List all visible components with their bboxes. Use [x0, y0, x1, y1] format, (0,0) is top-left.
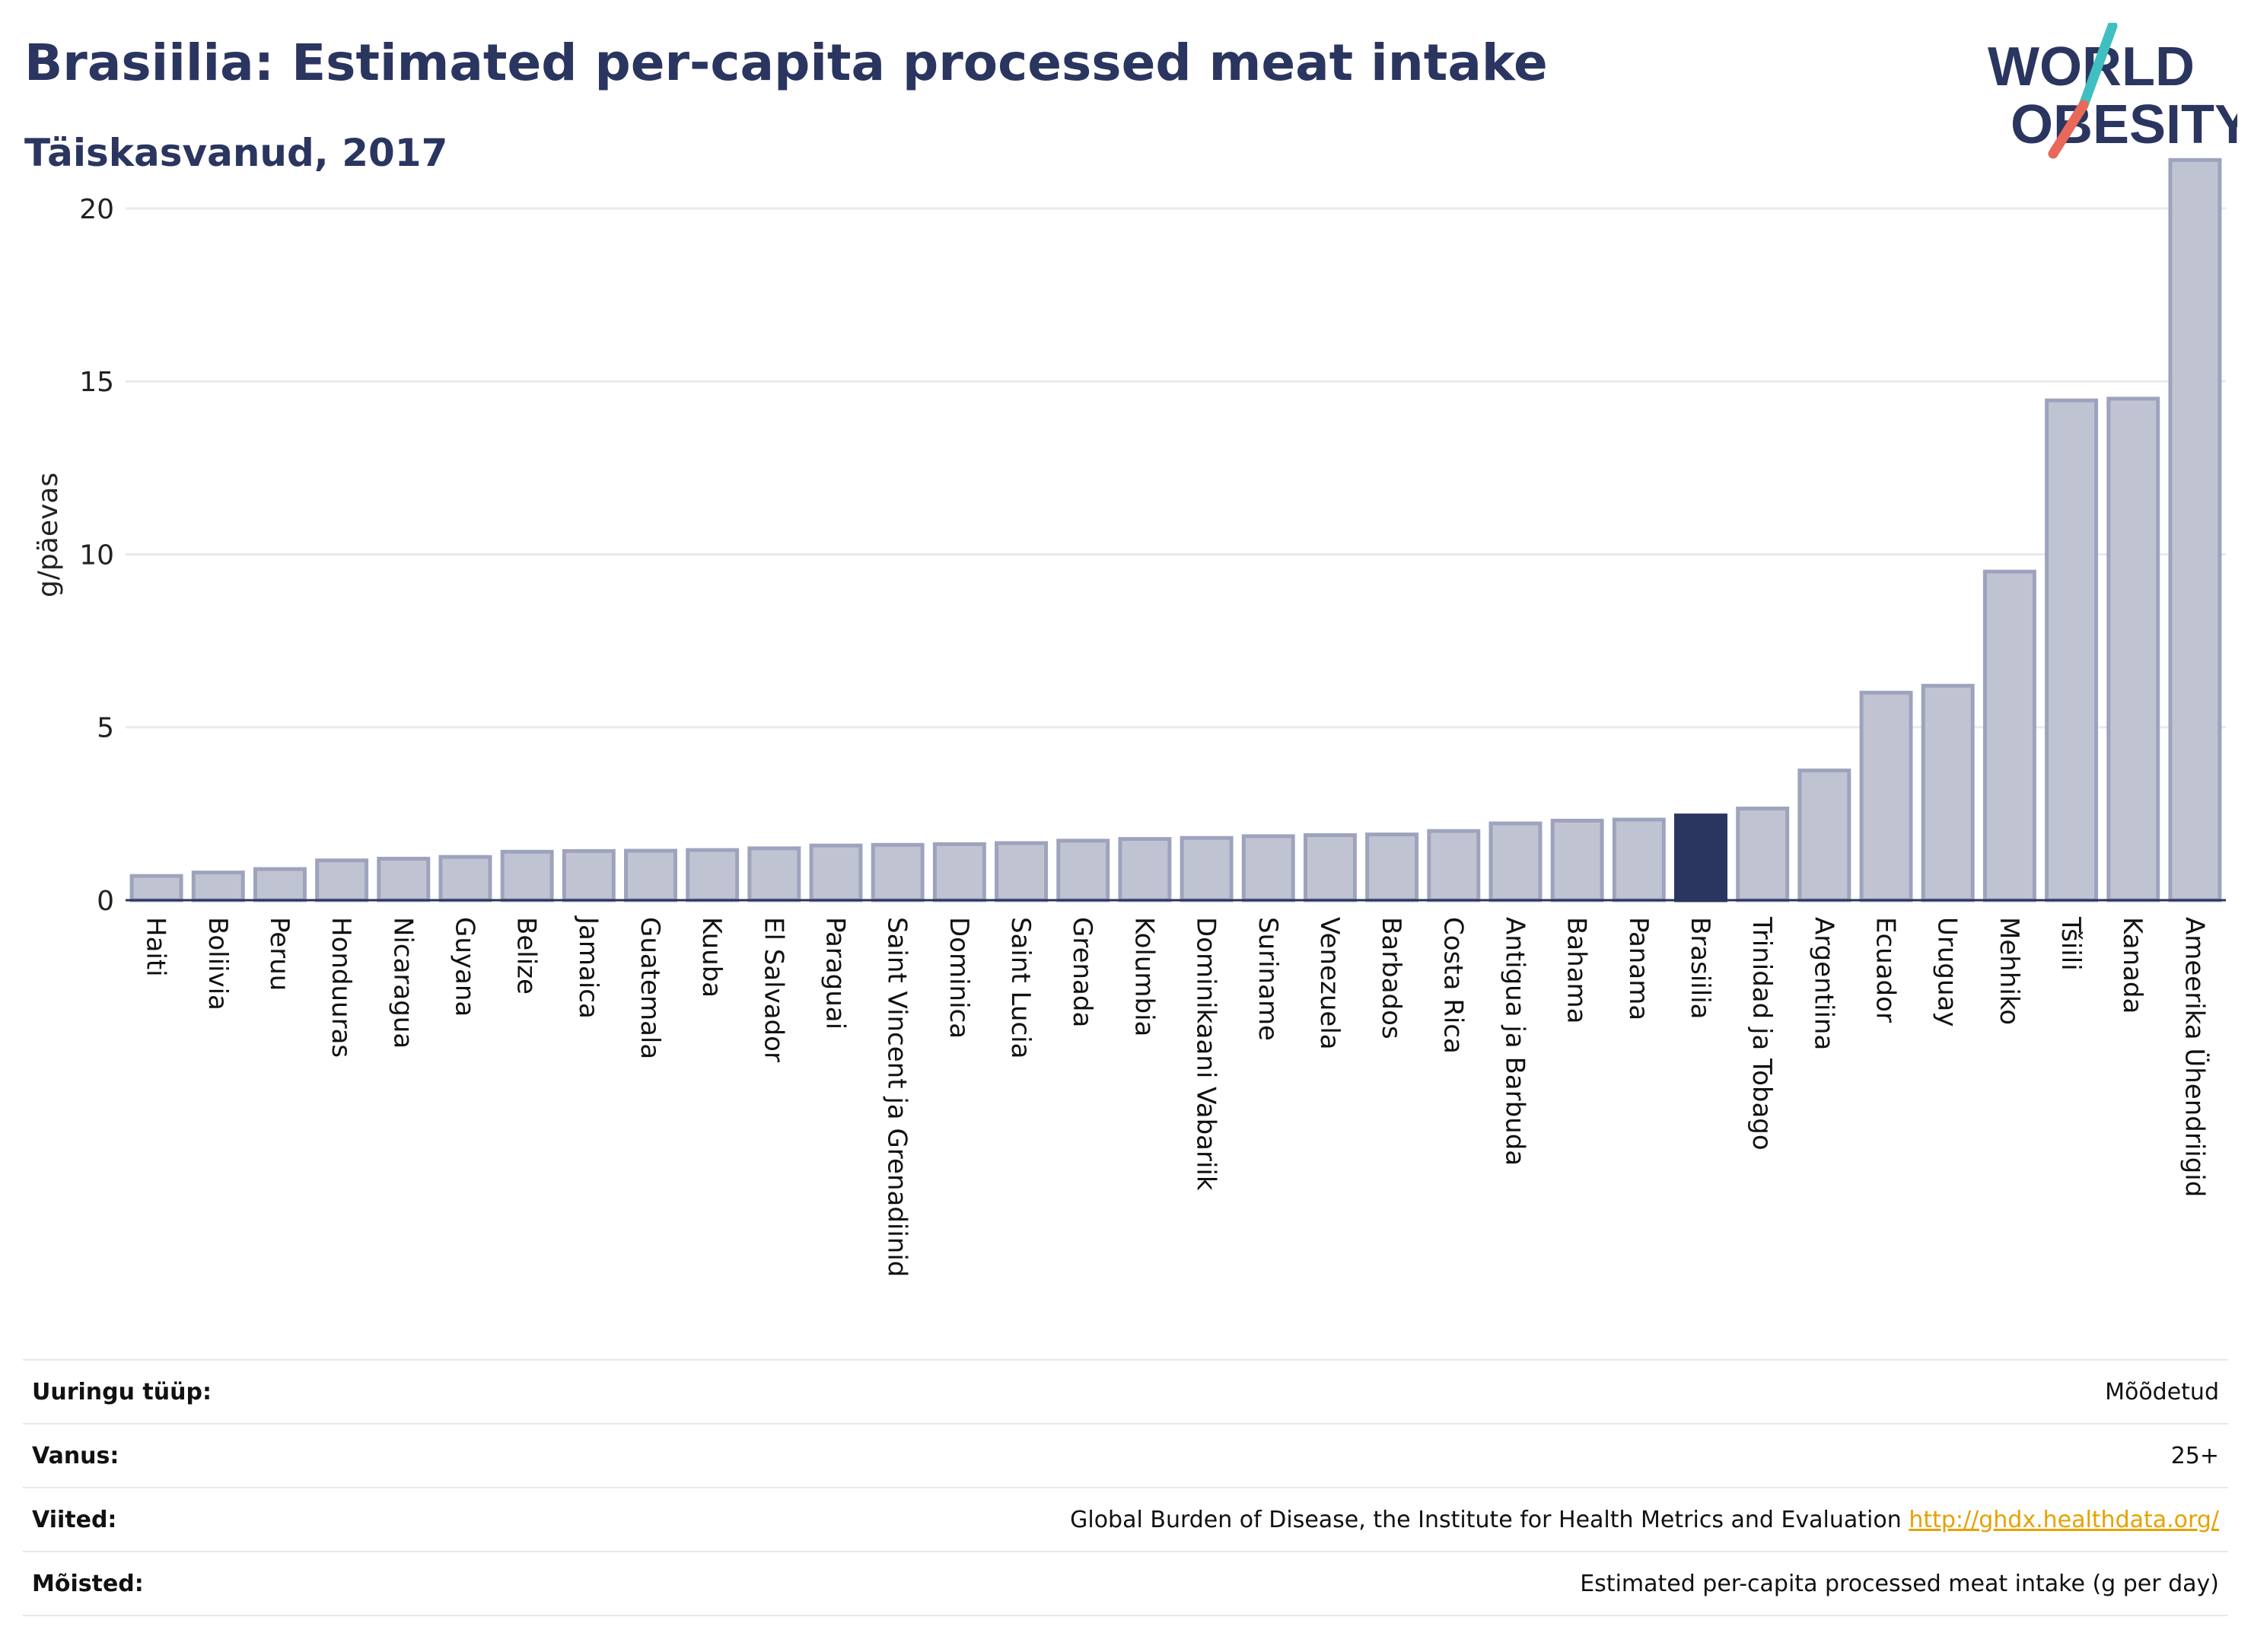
- reference-link[interactable]: http://ghdx.healthdata.org/: [1909, 1506, 2219, 1533]
- x-tick-label: Mehhiko: [1994, 917, 2024, 1025]
- bar: [1859, 690, 1913, 902]
- bar: [1365, 832, 1419, 902]
- x-tick-label: Nicaragua: [387, 917, 418, 1049]
- reference-text: Global Burden of Disease, the Institute …: [1070, 1506, 1902, 1533]
- bar: [747, 846, 801, 902]
- chart-title: Brasiilia: Estimated per-capita processe…: [24, 33, 1548, 92]
- info-row-survey-type: Uuringu tüüp: Mõõdetud: [23, 1359, 2228, 1424]
- bar: [686, 848, 740, 902]
- info-value-survey-type: Mõõdetud: [342, 1359, 2228, 1424]
- x-tick-label: Barbados: [1376, 917, 1406, 1039]
- x-tick-label: Haiti: [141, 917, 171, 977]
- bar: [500, 849, 554, 902]
- info-row-definitions: Mõisted: Estimated per-capita processed …: [23, 1552, 2228, 1616]
- x-tick-label: Bahama: [1562, 917, 1592, 1024]
- bar: [1612, 817, 1666, 902]
- bar: [191, 871, 245, 902]
- x-tick-label: Boliivia: [202, 917, 233, 1011]
- bar: [1982, 569, 2036, 902]
- bar: [1303, 833, 1357, 902]
- x-tick-label: Trinidad ja Tobago: [1746, 916, 1777, 1151]
- bar: [809, 843, 863, 902]
- bar: [1736, 807, 1790, 902]
- info-key-definitions: Mõisted:: [23, 1552, 342, 1616]
- y-tick-label: 15: [79, 367, 114, 398]
- bar: [1118, 837, 1172, 902]
- x-tick-label: Argentiina: [1808, 917, 1839, 1050]
- x-tick-label: Peruu: [264, 917, 295, 991]
- logo-text-obesity: OBESITY: [2011, 94, 2237, 155]
- x-tick-label: Jamaica: [573, 915, 603, 1019]
- x-tick-label: Ecuador: [1871, 917, 1901, 1023]
- bar: [438, 855, 492, 902]
- bar: [253, 867, 307, 902]
- bar: [1241, 834, 1295, 902]
- info-key-survey-type: Uuringu tüüp:: [23, 1359, 342, 1424]
- x-tick-label: Brasiilia: [1685, 917, 1715, 1019]
- bar: [129, 874, 183, 902]
- bar: [562, 848, 616, 902]
- bar: [932, 842, 986, 902]
- x-tick-label: Kuuba: [696, 917, 727, 998]
- y-axis-title: g/päevas: [33, 473, 64, 597]
- info-row-age: Vanus: 25+: [23, 1424, 2228, 1488]
- x-tick-label: Tšiili: [2055, 916, 2086, 971]
- y-tick-label: 10: [79, 540, 114, 571]
- x-tick-label: Antigua ja Barbuda: [1499, 917, 1530, 1166]
- bar: [2045, 398, 2099, 902]
- x-tick-label: Saint Vincent ja Grenadiinid: [882, 917, 912, 1277]
- x-tick-label: Grenada: [1067, 917, 1097, 1027]
- bar: [871, 842, 925, 902]
- bar: [1550, 818, 1604, 902]
- bar: [1488, 821, 1543, 902]
- x-tick-label: Dominikaani Vabariik: [1191, 917, 1221, 1191]
- bar: [1797, 769, 1851, 902]
- x-tick-label: El Salvador: [758, 917, 788, 1062]
- x-tick-label: Saint Lucia: [1005, 917, 1036, 1058]
- info-value-definitions: Estimated per-capita processed meat inta…: [342, 1552, 2228, 1616]
- bar: [1921, 683, 1975, 902]
- x-tick-label: Uruguay: [1932, 917, 1963, 1027]
- bar: [2106, 396, 2160, 902]
- bar: [995, 841, 1049, 902]
- bar: [2168, 158, 2222, 902]
- x-tick-label: Guatemala: [635, 917, 665, 1059]
- x-tick-label: Suriname: [1253, 917, 1283, 1041]
- logo-slash-teal: [2078, 23, 2118, 110]
- bar: [624, 848, 677, 902]
- x-tick-label: Honduuras: [326, 917, 356, 1058]
- chart-subtitle: Täiskasvanud, 2017: [24, 131, 448, 175]
- bar: [377, 856, 431, 902]
- logo-slash-coral: [2048, 100, 2089, 159]
- x-tick-label: Belize: [511, 917, 542, 995]
- bar: [1427, 829, 1481, 902]
- x-tick-label: Kolumbia: [1129, 917, 1159, 1036]
- bar: [315, 858, 369, 902]
- x-tick-label: Dominica: [944, 917, 974, 1039]
- bar: [1674, 813, 1727, 902]
- bar-chart: 0 5 10 15 20 g/päevas Haiti Boliivia Peruu Honduu…: [33, 158, 2226, 1277]
- info-key-references: Viited:: [23, 1488, 342, 1552]
- x-tick-label: Kanada: [2117, 917, 2148, 1014]
- info-row-references: Viited: Global Burden of Disease, the In…: [23, 1488, 2228, 1552]
- info-value-references: Global Burden of Disease, the Institute …: [342, 1488, 2228, 1552]
- y-tick-label: 0: [97, 886, 114, 917]
- info-key-age: Vanus:: [23, 1424, 342, 1488]
- y-tick-label: 5: [97, 713, 114, 744]
- x-tick-label: Guyana: [449, 917, 479, 1017]
- x-tick-label: Costa Rica: [1438, 917, 1468, 1054]
- info-value-age: 25+: [342, 1424, 2228, 1488]
- bar: [1180, 836, 1234, 902]
- world-obesity-logo: WORLD OBESITY: [1988, 23, 2237, 159]
- x-tick-label: Paraguai: [820, 917, 851, 1030]
- bar: [1056, 839, 1110, 902]
- x-tick-label: Panama: [1623, 917, 1654, 1020]
- x-tick-label: Venezuela: [1314, 917, 1345, 1050]
- info-table: Uuringu tüüp: Mõõdetud Vanus: 25+ Viited…: [23, 1359, 2228, 1616]
- y-tick-label: 20: [79, 194, 114, 225]
- x-tick-label: Ameerika Ühendriigid: [2179, 917, 2210, 1197]
